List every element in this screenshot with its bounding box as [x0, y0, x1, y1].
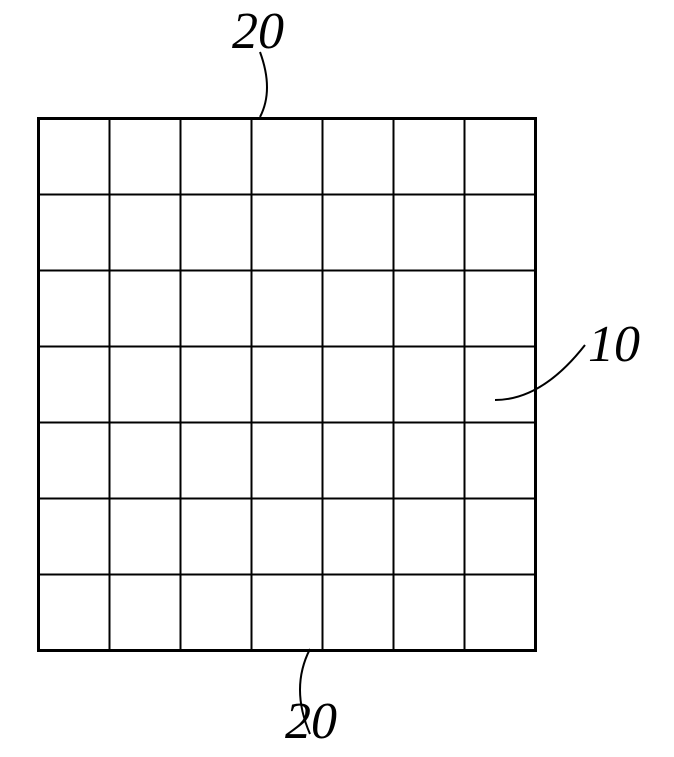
label-top: 20: [232, 2, 284, 61]
callout-bottom: [0, 0, 674, 757]
label-bottom: 20: [285, 692, 337, 751]
diagram-canvas: 20 10 20: [0, 0, 674, 757]
label-right: 10: [588, 315, 640, 374]
